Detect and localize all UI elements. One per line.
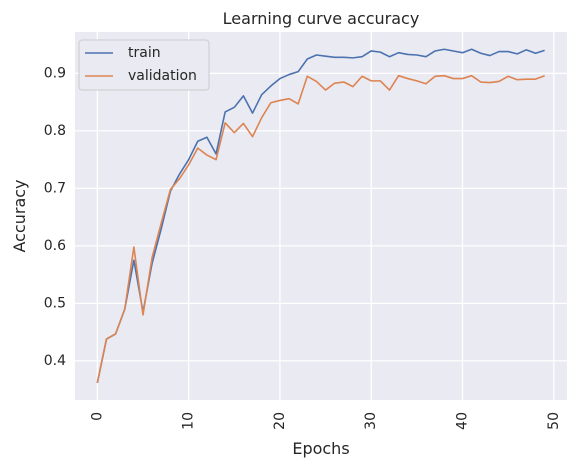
x-tick-label: 50 xyxy=(546,412,562,430)
legend-label-train: train xyxy=(128,45,161,61)
chart-title: Learning curve accuracy xyxy=(223,9,420,28)
x-tick-label: 0 xyxy=(89,412,105,421)
y-tick-label: 0.9 xyxy=(44,65,66,81)
x-tick-label: 10 xyxy=(181,412,197,430)
plot-background xyxy=(75,32,567,400)
x-tick-labels: 0 10 20 30 40 50 xyxy=(89,412,561,430)
y-tick-label: 0.8 xyxy=(44,123,66,139)
y-tick-label: 0.6 xyxy=(44,238,66,254)
x-axis-label: Epochs xyxy=(292,439,349,458)
y-tick-label: 0.5 xyxy=(44,295,66,311)
y-tick-labels: 0.4 0.5 0.6 0.7 0.8 0.9 xyxy=(44,65,66,369)
x-tick-label: 40 xyxy=(454,412,470,430)
y-tick-label: 0.4 xyxy=(44,353,66,369)
series-line-validation xyxy=(96,74,545,383)
x-tick-label: 20 xyxy=(272,412,288,430)
y-tick-label: 0.7 xyxy=(44,180,66,196)
legend-label-validation: validation xyxy=(128,68,197,84)
series-lines xyxy=(96,48,545,383)
y-axis-label: Accuracy xyxy=(10,179,29,252)
legend: train validation xyxy=(78,39,210,91)
x-tick-label: 30 xyxy=(363,412,379,430)
